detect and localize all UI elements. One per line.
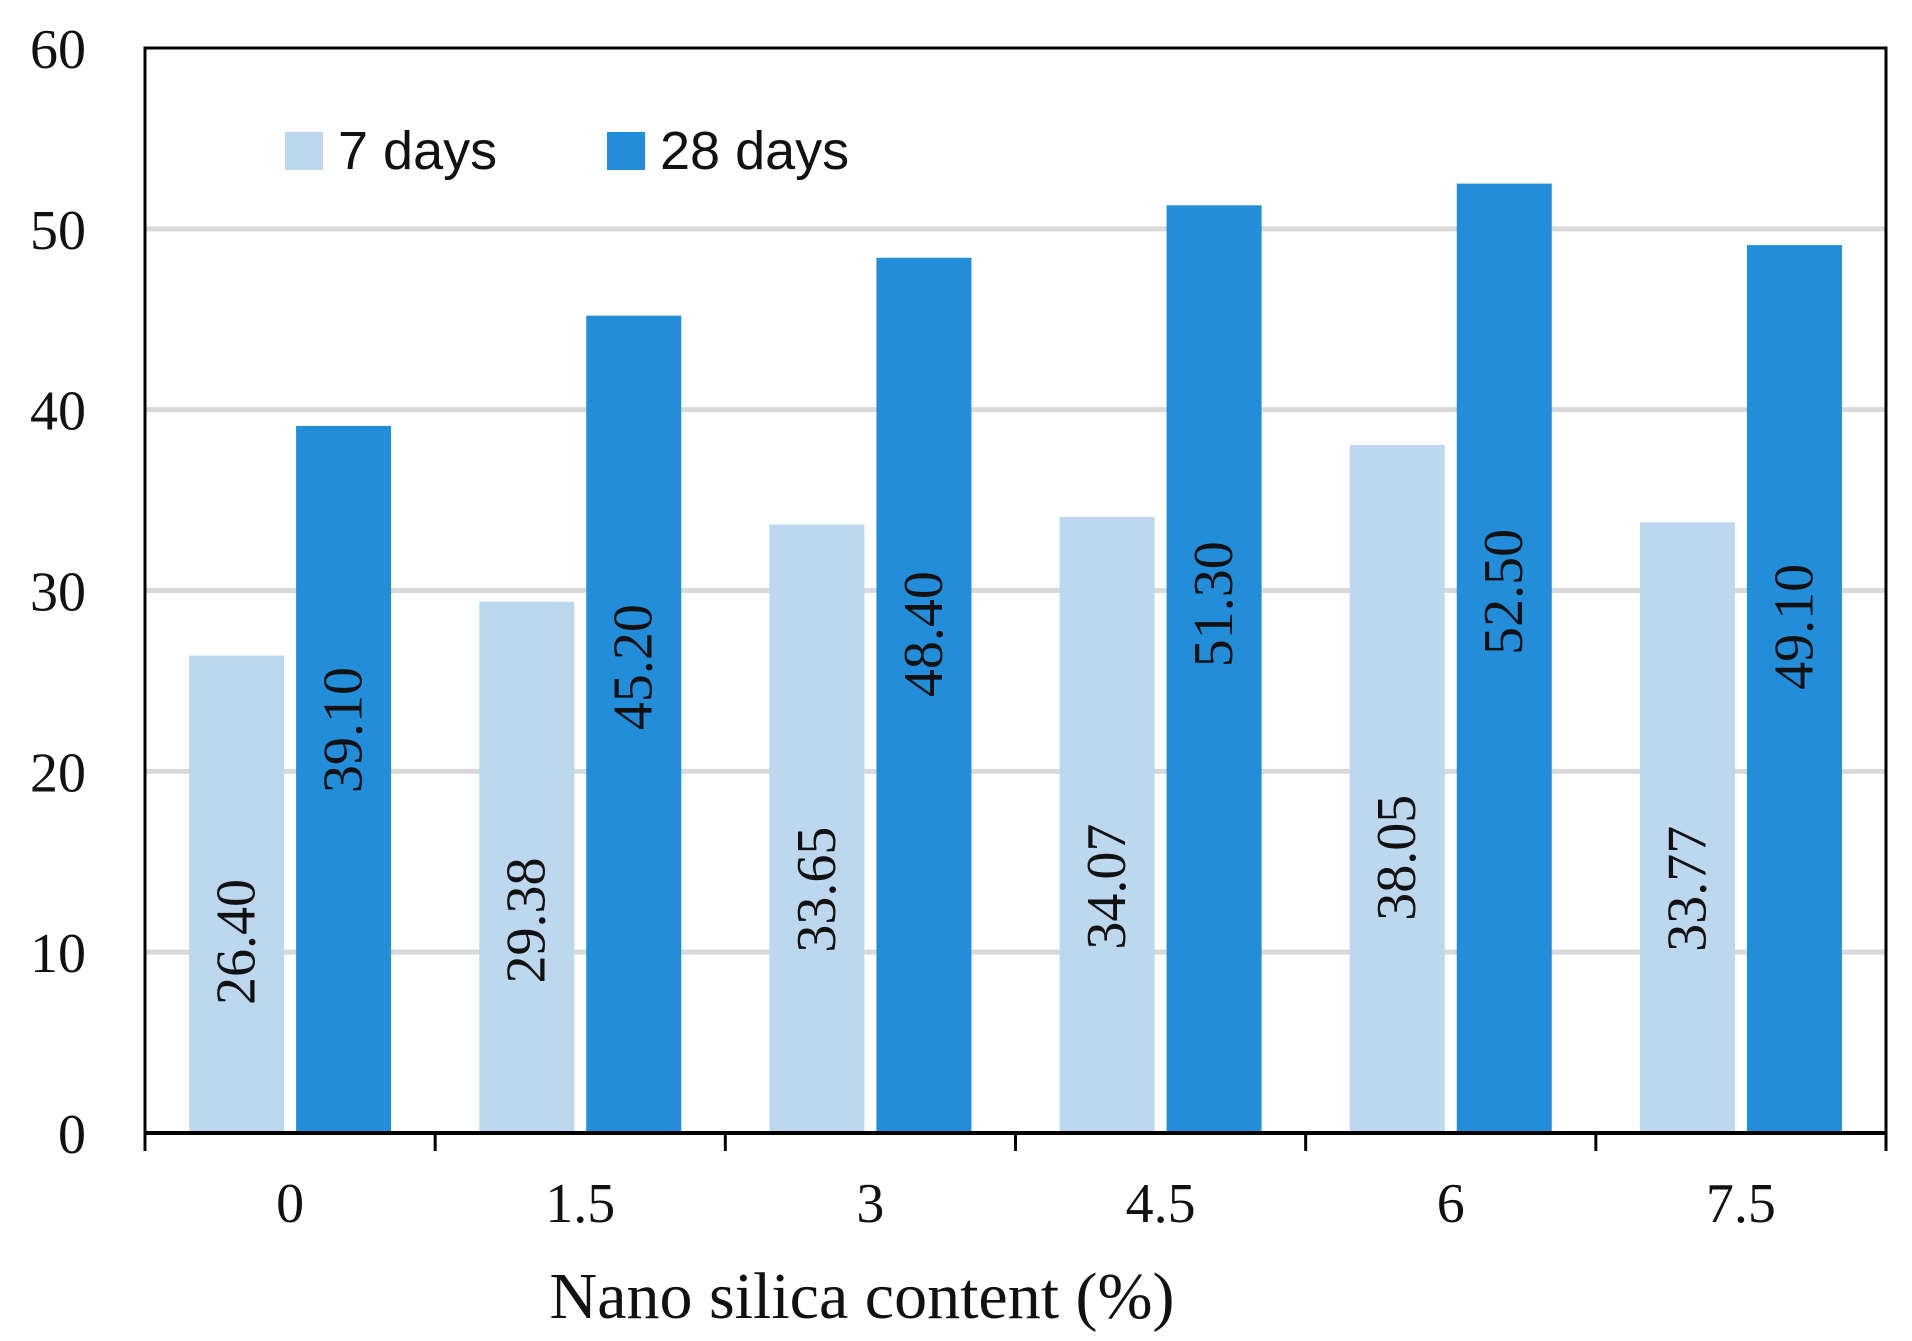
data-label: 33.65 (786, 827, 848, 953)
y-tick-label: 30 (30, 562, 86, 624)
data-label: 39.10 (313, 667, 375, 793)
y-tick-label: 40 (30, 381, 86, 443)
bar-28-days-4.5 (1166, 205, 1262, 1133)
y-tick-label: 50 (30, 200, 86, 262)
bar-7-days-0 (189, 655, 285, 1133)
x-tick-label: 4.5 (1126, 1173, 1196, 1235)
bar-28-days-3 (876, 257, 972, 1133)
data-label: 26.40 (206, 879, 268, 1005)
legend-label: 7 days (338, 121, 497, 181)
data-label: 51.30 (1183, 541, 1245, 667)
y-tick-label: 20 (30, 742, 86, 804)
x-tick-label: 6 (1437, 1173, 1465, 1235)
data-label: 33.77 (1656, 826, 1718, 952)
bar-28-days-0 (296, 425, 392, 1134)
y-tick-label: 0 (58, 1104, 86, 1166)
data-label: 29.38 (496, 857, 558, 983)
data-label: 34.07 (1076, 824, 1138, 950)
bar-28-days-6 (1456, 183, 1552, 1133)
x-tick-label: 7.5 (1706, 1173, 1776, 1235)
data-label: 38.05 (1366, 795, 1428, 921)
bar-28-days-7.5 (1746, 245, 1842, 1133)
legend-swatch (285, 132, 323, 170)
legend-label: 28 days (660, 121, 849, 181)
bar-7-days-3 (769, 524, 865, 1133)
x-tick-label: 3 (856, 1173, 884, 1235)
x-axis-title: Nano silica content (%) (550, 1260, 1175, 1333)
bar-7-days-6 (1349, 444, 1445, 1133)
bar-28-days-1.5 (586, 315, 682, 1134)
legend-swatch (607, 132, 645, 170)
y-tick-label: 10 (30, 923, 86, 985)
data-label: 49.10 (1763, 564, 1825, 690)
data-label: 48.40 (893, 571, 955, 697)
bar-7-days-4.5 (1059, 516, 1155, 1133)
y-tick-label: 60 (30, 19, 86, 81)
data-label: 52.50 (1473, 529, 1535, 655)
x-tick-label: 1.5 (545, 1173, 615, 1235)
bar-7-days-7.5 (1639, 522, 1735, 1133)
data-label: 45.20 (603, 604, 665, 730)
bar-7-days-1.5 (479, 601, 575, 1133)
x-tick-label: 0 (276, 1173, 304, 1235)
